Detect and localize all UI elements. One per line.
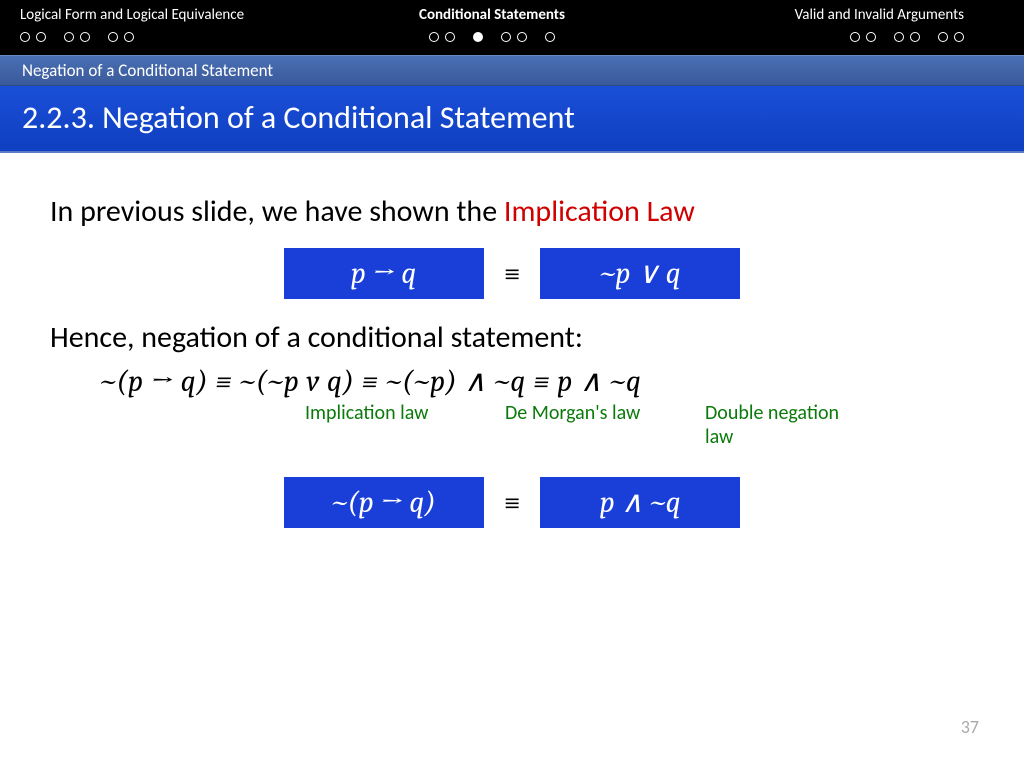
- intro-prefix: In previous slide, we have shown the: [50, 193, 504, 230]
- nav-right: Valid and Invalid Arguments: [649, 6, 1004, 55]
- top-nav: Logical Form and Logical Equivalence Con…: [0, 0, 1024, 55]
- eq1-left-box: p → q: [284, 248, 484, 299]
- sub-header: Negation of a Conditional Statement: [0, 55, 1024, 86]
- nav-center-dots: [429, 32, 555, 42]
- eq1-equiv: ≡: [504, 256, 521, 291]
- equation-row-2: ~(p → q) ≡ p ∧ ~q: [50, 477, 974, 528]
- nav-center-title: Conditional Statements: [335, 6, 650, 24]
- nav-left-dots: [20, 32, 134, 42]
- law-label-demorgan: De Morgan's law: [505, 401, 645, 449]
- main-header: 2.2.3. Negation of a Conditional Stateme…: [0, 86, 1024, 153]
- nav-right-title: Valid and Invalid Arguments: [649, 6, 964, 24]
- intro-line: In previous slide, we have shown the Imp…: [50, 193, 974, 230]
- eq2-equiv: ≡: [504, 485, 521, 520]
- slide-content: In previous slide, we have shown the Imp…: [0, 153, 1024, 528]
- eq2-right-box: p ∧ ~q: [540, 477, 740, 528]
- nav-center: Conditional Statements: [335, 6, 650, 55]
- law-labels-row: Implication law De Morgan's law Double n…: [305, 401, 974, 449]
- nav-left-title: Logical Form and Logical Equivalence: [20, 6, 335, 24]
- law-label-implication: Implication law: [305, 401, 445, 449]
- eq2-left-box: ~(p → q): [284, 477, 484, 528]
- page-number: 37: [961, 716, 979, 738]
- nav-left: Logical Form and Logical Equivalence: [20, 6, 335, 55]
- eq1-right-box: ~p ∨ q: [540, 248, 740, 299]
- derivation-line: ~(p → q) ≡ ~(~p v q) ≡ ~(~p) ∧ ~q ≡ p ∧ …: [100, 364, 974, 399]
- intro-highlight: Implication Law: [504, 193, 695, 230]
- hence-line: Hence, negation of a conditional stateme…: [50, 319, 974, 356]
- law-label-double-negation: Double negation law: [705, 401, 845, 449]
- equation-row-1: p → q ≡ ~p ∨ q: [50, 248, 974, 299]
- nav-right-dots: [850, 32, 964, 42]
